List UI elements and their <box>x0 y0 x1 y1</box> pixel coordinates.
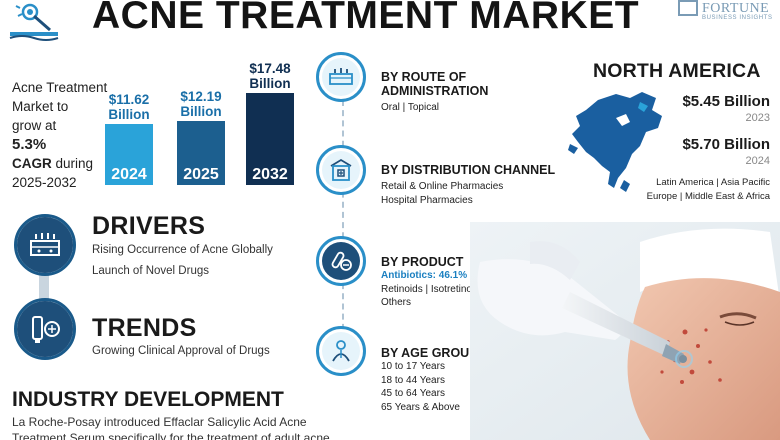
medicine-icon <box>331 251 352 271</box>
product-icon-circle <box>316 236 366 286</box>
age-icon-circle <box>316 326 366 376</box>
segments-connector <box>342 100 344 340</box>
growth-line-1: Acne Treatment <box>12 80 108 95</box>
industry-title: INDUSTRY DEVELOPMENT <box>12 388 284 411</box>
industry-line: La Roche-Posay introduced Effaclar Salic… <box>12 415 307 429</box>
segment-line: 18 to 44 Years <box>381 374 445 386</box>
na-value-2024: $5.70 Billion <box>682 136 770 153</box>
brand-logo: FORTUNE BUSINESS INSIGHTS <box>678 0 778 22</box>
drivers-icon-circle <box>14 214 76 276</box>
segment-title: ADMINISTRATION <box>381 84 489 98</box>
treatment-photo <box>470 222 780 440</box>
chart-value-label: $11.62 Billion <box>108 92 150 122</box>
growth-line-3: grow at <box>12 118 57 133</box>
chart-category-label: 2025 <box>183 166 219 183</box>
segment-highlight: Antibiotics: 46.1% <box>381 270 468 281</box>
drivers-icon-bg <box>17 217 73 273</box>
regions-line: Latin America | Asia Pacific <box>656 177 770 188</box>
na-year-2024: 2024 <box>745 155 770 167</box>
page-title: ACNE TREATMENT MARKET <box>92 0 640 37</box>
north-america-title: NORTH AMERICA <box>593 60 761 82</box>
route-icon-bg <box>322 58 360 96</box>
segment-title: BY DISTRIBUTION CHANNEL <box>381 163 556 177</box>
segment-line: 10 to 17 Years <box>381 361 445 372</box>
segment-line: Oral | Topical <box>381 102 439 113</box>
segment-age: BY AGE GROUP 10 to 17 Years 18 to 44 Yea… <box>381 346 478 414</box>
chart-value-label: $12.19 Billion <box>180 89 222 119</box>
segment-line: Retail & Online Pharmacies <box>381 181 504 192</box>
chart-bar: 2024 <box>105 124 153 185</box>
chart-bar: 2032 <box>246 93 294 185</box>
cagr-value: 5.3% <box>12 136 47 153</box>
trends-item: Growing Clinical Approval of Drugs <box>92 345 270 357</box>
drivers-title: DRIVERS <box>92 212 206 240</box>
growth-summary: Acne Treatment Market to grow at 5.3% CA… <box>12 78 112 192</box>
segment-line: Hospital Pharmacies <box>381 194 473 206</box>
header-logo-icon <box>8 2 60 44</box>
drivers-list: Rising Occurrence of Acne Globally Launc… <box>92 240 273 282</box>
segment-title: BY AGE GROUP <box>381 346 478 360</box>
skin-layers-icon <box>30 233 60 256</box>
regions-line: Europe | Middle East & Africa <box>646 191 770 202</box>
market-size-chart: 2024 $11.62 Billion 2025 $12.19 Billion 2032 $1… <box>100 55 300 185</box>
segment-title: BY PRODUCT <box>381 255 464 269</box>
segment-line: 45 to 64 Years <box>381 388 445 399</box>
skin-cross-section-icon <box>329 68 353 85</box>
cream-tube-icon <box>32 316 60 343</box>
north-america-map-icon <box>568 88 678 198</box>
drivers-trends-connector <box>39 268 49 308</box>
chart-category-label: 2032 <box>252 166 288 183</box>
trends-icon-bg <box>17 301 73 357</box>
industry-line: Treatment Serum specifically for the tre… <box>12 431 334 440</box>
cagr-label: CAGR <box>12 156 52 171</box>
brand-mark-icon <box>678 0 698 16</box>
industry-text: La Roche-Posay introduced Effaclar Salic… <box>12 414 362 440</box>
brand-subtitle: BUSINESS INSIGHTS <box>702 15 773 21</box>
route-icon-circle <box>316 52 366 102</box>
segment-product: BY PRODUCT Antibiotics: 46.1% Retinoids … <box>381 255 480 310</box>
segment-title: BY ROUTE OF <box>381 70 467 84</box>
chart-bar: 2025 <box>177 121 225 185</box>
pharmacy-icon <box>330 158 352 181</box>
growth-line-2: Market to <box>12 99 69 114</box>
growth-line-5: CAGR during <box>12 154 112 173</box>
person-icon <box>332 340 350 362</box>
growth-during: during <box>51 156 94 171</box>
distribution-icon-circle <box>316 145 366 195</box>
trends-icon-circle <box>14 298 76 360</box>
chart-category-label: 2024 <box>111 166 147 183</box>
product-icon-bg <box>322 242 360 280</box>
na-year-2023: 2023 <box>745 112 770 124</box>
na-value-2023: $5.45 Billion <box>682 93 770 110</box>
distribution-icon-bg <box>322 151 360 189</box>
other-regions: Latin America | Asia Pacific Europe | Mi… <box>600 176 770 204</box>
growth-period: 2025-2032 <box>12 175 77 190</box>
segment-line: Retinoids | Isotretinoin <box>381 283 480 295</box>
segment-distribution: BY DISTRIBUTION CHANNEL Retail & Online … <box>381 163 555 207</box>
segment-line: Others <box>381 297 412 308</box>
chart-value-label: $17.48 Billion <box>249 61 291 91</box>
drivers-item: Rising Occurrence of Acne Globally <box>92 244 273 256</box>
age-icon-bg <box>322 332 360 370</box>
trends-list: Growing Clinical Approval of Drugs <box>92 341 270 362</box>
brand-name: FORTUNE <box>702 1 770 16</box>
segment-route: BY ROUTE OF ADMINISTRATION Oral | Topica… <box>381 70 488 115</box>
drivers-item: Launch of Novel Drugs <box>92 265 209 277</box>
trends-title: TRENDS <box>92 314 197 342</box>
segment-line: 65 Years & Above <box>381 401 460 413</box>
